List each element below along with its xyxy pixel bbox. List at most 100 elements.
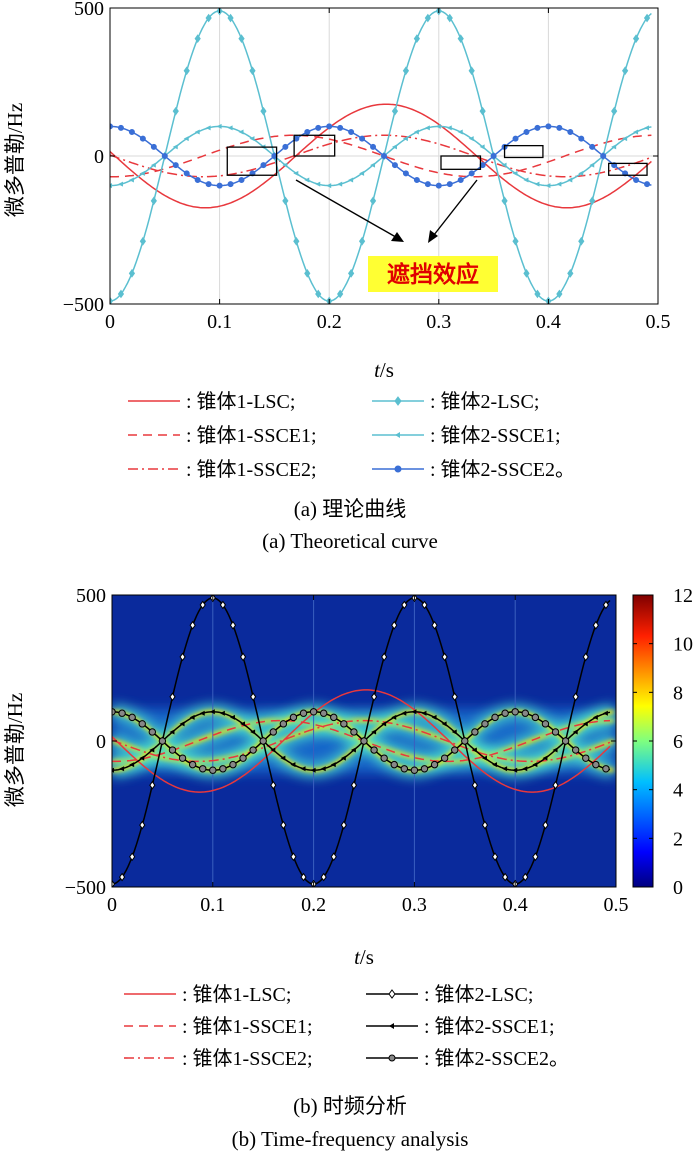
- marker-锥体2-SSCE2: [420, 765, 429, 773]
- marker-锥体2-SSCE1: [199, 710, 205, 716]
- marker-锥体2-SSCE2: [348, 129, 355, 136]
- marker-锥体2-SSCE1: [435, 123, 441, 129]
- marker-锥体2-LSC: [457, 34, 464, 44]
- legend-marker: [394, 465, 402, 473]
- marker-锥体2-SSCE2: [457, 176, 464, 183]
- marker-锥体2-SSCE2: [168, 746, 177, 754]
- marker-锥体2-SSCE2: [118, 709, 126, 717]
- x-tick-label: 0: [107, 894, 117, 916]
- legend-label: : 锥体1-SSCE2;: [182, 1047, 313, 1070]
- marker-锥体2-SSCE1: [402, 136, 408, 142]
- marker-锥体2-SSCE2: [199, 765, 207, 773]
- marker-锥体2-LSC: [451, 692, 458, 702]
- marker-锥体2-LSC: [611, 106, 618, 116]
- marker-锥体2-SSCE2: [461, 737, 469, 745]
- marker-锥体2-SSCE1: [216, 123, 222, 129]
- marker-锥体2-LSC: [199, 600, 206, 610]
- marker-锥体2-LSC: [523, 268, 530, 278]
- legend-label: : 锥体1-SSCE1;: [186, 424, 317, 447]
- x-tick-label: 0: [105, 311, 115, 333]
- marker-锥体2-SSCE1: [589, 162, 595, 168]
- marker-锥体2-SSCE2: [148, 728, 157, 736]
- marker-锥体2-SSCE2: [435, 182, 442, 189]
- marker-锥体2-LSC: [441, 652, 448, 662]
- marker-锥体2-LSC: [300, 872, 307, 882]
- marker-锥体2-LSC: [229, 620, 237, 630]
- marker-锥体2-LSC: [150, 196, 157, 206]
- marker-锥体2-SSCE2: [238, 176, 245, 183]
- marker-锥体2-SSCE2: [410, 766, 419, 774]
- x-axis-label-b-unit: /s: [360, 945, 374, 969]
- marker-锥体2-LSC: [532, 852, 539, 862]
- marker-锥体2-SSCE2: [468, 170, 475, 177]
- marker-锥体2-LSC: [402, 66, 410, 76]
- marker-锥体2-LSC: [350, 780, 358, 790]
- marker-锥体2-SSCE1: [556, 181, 562, 187]
- marker-锥体2-LSC: [227, 13, 234, 23]
- marker-锥体2-SSCE2: [279, 720, 288, 728]
- marker-锥体2-SSCE2: [511, 708, 519, 716]
- marker-锥体2-SSCE1: [567, 177, 573, 183]
- marker-锥体2-LSC: [250, 692, 257, 702]
- marker-锥体2-SSCE1: [578, 170, 584, 176]
- marker-锥体2-SSCE1: [602, 710, 608, 716]
- caption-a-cn: (a) 理论曲线: [294, 497, 407, 521]
- marker-锥体2-SSCE1: [431, 714, 437, 720]
- marker-锥体2-LSC: [139, 820, 146, 830]
- y-tick-label: −500: [63, 294, 104, 316]
- marker-锥体2-SSCE2: [582, 754, 590, 762]
- marker-锥体2-LSC: [481, 820, 489, 830]
- marker-锥体2-SSCE1: [290, 762, 296, 768]
- marker-锥体2-LSC: [491, 852, 499, 862]
- marker-锥体2-LSC: [556, 289, 563, 299]
- marker-锥体2-SSCE1: [139, 755, 145, 761]
- marker-锥体2-SSCE2: [150, 143, 157, 150]
- marker-锥体2-SSCE2: [534, 124, 541, 131]
- marker-锥体2-LSC: [421, 600, 428, 610]
- marker-锥体2-SSCE1: [350, 747, 356, 753]
- marker-锥体2-SSCE2: [390, 760, 398, 769]
- marker-锥体2-SSCE2: [541, 720, 550, 728]
- marker-锥体2-SSCE2: [340, 720, 348, 728]
- marker-锥体2-LSC: [534, 289, 541, 299]
- marker-锥体2-SSCE2: [209, 766, 217, 774]
- marker-锥体2-LSC: [413, 34, 420, 44]
- marker-锥体2-SSCE1: [179, 721, 185, 727]
- marker-锥体2-SSCE2: [400, 765, 409, 773]
- marker-锥体2-LSC: [315, 289, 322, 299]
- marker-锥体2-SSCE1: [644, 125, 650, 131]
- marker-锥体2-LSC: [592, 620, 599, 630]
- marker-锥体2-LSC: [643, 13, 651, 23]
- marker-锥体2-LSC: [391, 620, 398, 630]
- marker-锥体2-SSCE2: [260, 162, 267, 169]
- marker-锥体2-SSCE2: [330, 713, 338, 722]
- marker-锥体2-LSC: [401, 600, 408, 610]
- marker-锥体2-LSC: [424, 13, 431, 23]
- marker-锥体2-LSC: [238, 34, 245, 44]
- marker-锥体2-SSCE1: [117, 181, 123, 187]
- marker-锥体2-SSCE1: [119, 766, 125, 772]
- x-tick-label: 0.1: [207, 311, 232, 333]
- x-tick-label: 0.2: [317, 311, 342, 333]
- marker-锥体2-SSCE2: [402, 170, 409, 177]
- marker-锥体2-SSCE1: [326, 183, 332, 189]
- marker-锥体2-SSCE2: [219, 765, 227, 773]
- marker-锥体2-SSCE1: [194, 129, 200, 135]
- marker-锥体2-SSCE2: [315, 124, 322, 131]
- marker-锥体2-SSCE1: [391, 714, 397, 720]
- x-axis-label-a: t/s: [374, 358, 394, 382]
- marker-锥体2-SSCE2: [158, 737, 167, 745]
- marker-锥体2-SSCE1: [451, 729, 457, 735]
- y-tick-label: 500: [74, 0, 104, 20]
- legend-marker: [395, 432, 400, 438]
- caption-b-en: (b) Time-frequency analysis: [232, 1127, 469, 1151]
- marker-锥体2-SSCE1: [552, 747, 558, 753]
- marker-锥体2-LSC: [522, 872, 529, 882]
- marker-锥体2-SSCE2: [440, 754, 449, 762]
- marker-锥体2-SSCE2: [194, 176, 201, 183]
- marker-锥体2-SSCE2: [229, 760, 237, 769]
- marker-锥体2-SSCE2: [138, 720, 146, 728]
- x-tick-label: 0.1: [200, 894, 225, 916]
